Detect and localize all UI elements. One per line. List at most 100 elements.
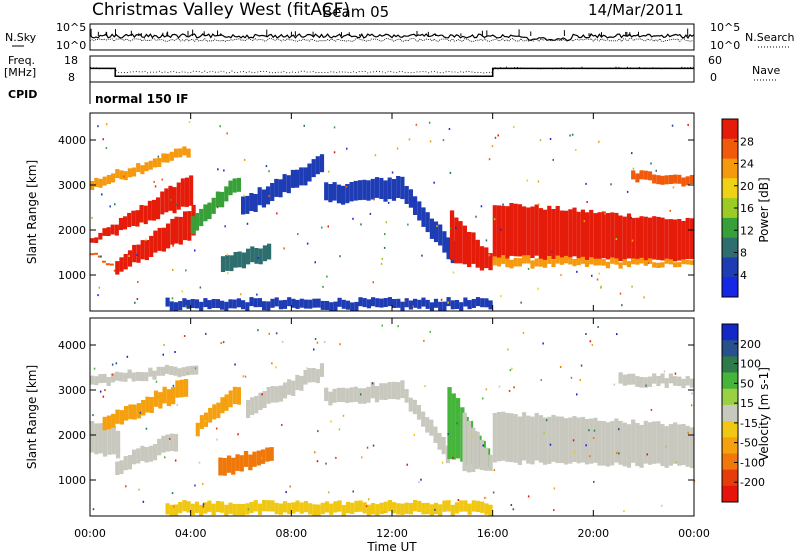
data-cell (173, 366, 178, 376)
speckle-cell (586, 201, 588, 203)
data-cell (610, 421, 615, 466)
data-cell (601, 259, 606, 266)
speckle-cell (588, 429, 590, 432)
data-cell (208, 407, 213, 423)
data-cell (513, 203, 518, 257)
data-cell (353, 180, 358, 201)
data-cell (143, 205, 148, 225)
speckle-cell (447, 301, 449, 304)
noise-trace (89, 28, 695, 43)
data-cell (400, 176, 405, 200)
speckle-cell (553, 487, 556, 490)
data-cell (371, 297, 376, 307)
speckle-cell (647, 262, 650, 265)
speckle-cell (423, 339, 425, 342)
data-cell (496, 412, 502, 462)
data-cell (551, 209, 556, 260)
speckle-cell (472, 435, 474, 438)
data-cell (349, 387, 354, 403)
data-cell (176, 182, 181, 210)
data-cell (195, 422, 200, 437)
speckle-cell (216, 438, 218, 441)
speckle-cell (109, 205, 111, 208)
data-cell (471, 427, 476, 472)
speckle-cell (111, 373, 114, 376)
speckle-cell (369, 212, 372, 215)
data-cell (123, 372, 128, 382)
data-cell (366, 299, 371, 309)
data-cell (387, 382, 392, 400)
freq-label-line1: Freq. (8, 54, 35, 67)
data-cell (442, 231, 447, 253)
data-cell (224, 504, 229, 517)
speckle-cell (157, 155, 160, 158)
date-label: 14/Mar/2011 (588, 1, 684, 19)
speckle-cell (408, 138, 411, 141)
data-cell (290, 169, 295, 188)
speckle-cell (361, 456, 363, 459)
data-cell (677, 262, 682, 267)
data-cell (362, 388, 367, 404)
speckle-cell (452, 271, 455, 274)
data-cell (316, 504, 321, 516)
data-cell (467, 232, 472, 268)
data-region-1 (115, 433, 179, 475)
data-cell (501, 205, 506, 260)
data-cell (136, 163, 141, 173)
data-cell (643, 420, 648, 464)
speckle-cell (374, 154, 377, 157)
speckle-cell (226, 253, 229, 256)
speckle-cell (360, 223, 362, 226)
data-cell (220, 191, 225, 208)
data-cell (400, 503, 405, 515)
data-cell (249, 297, 254, 307)
data-cell (160, 191, 165, 215)
data-cell (530, 206, 535, 258)
data-cell (496, 205, 502, 260)
data-cell (316, 298, 321, 308)
data-cell (161, 153, 166, 163)
data-cell (94, 252, 98, 255)
data-cell (241, 300, 246, 310)
speckle-cell (333, 151, 336, 154)
data-cell (421, 297, 426, 307)
data-cell (186, 299, 191, 309)
speckle-cell (618, 452, 620, 455)
data-cell (152, 370, 157, 380)
data-cell (387, 177, 392, 200)
data-cell (128, 404, 133, 420)
speckle-cell (281, 424, 283, 426)
data-cell (265, 186, 271, 205)
speckle-cell (373, 198, 375, 201)
data-cell (421, 207, 426, 227)
speckle-cell (583, 220, 586, 223)
data-cell (614, 212, 619, 259)
speckle-cell (500, 228, 502, 231)
data-region-11 (492, 411, 694, 469)
data-cell (115, 409, 120, 424)
data-cell (124, 406, 129, 421)
data-cell (652, 262, 657, 268)
data-cell (274, 502, 279, 515)
data-cell (639, 216, 644, 261)
data-cell (152, 444, 158, 461)
data-cell (417, 299, 422, 309)
data-cell (635, 423, 640, 467)
data-cell (354, 301, 359, 311)
data-cell (232, 504, 237, 516)
data-cell (610, 212, 615, 259)
speckle-cell (493, 218, 496, 221)
data-cell (207, 300, 212, 310)
data-cell (370, 178, 375, 200)
data-cell (459, 302, 464, 312)
data-cell (169, 301, 174, 311)
data-cell (664, 426, 669, 468)
speckle-cell (365, 505, 368, 508)
speckle-cell (202, 505, 205, 508)
speckle-cell (162, 353, 164, 356)
data-cell (366, 504, 371, 516)
data-cell (622, 259, 627, 266)
speckle-cell (646, 453, 648, 456)
speckle-cell (234, 363, 236, 366)
data-cell (312, 298, 317, 308)
